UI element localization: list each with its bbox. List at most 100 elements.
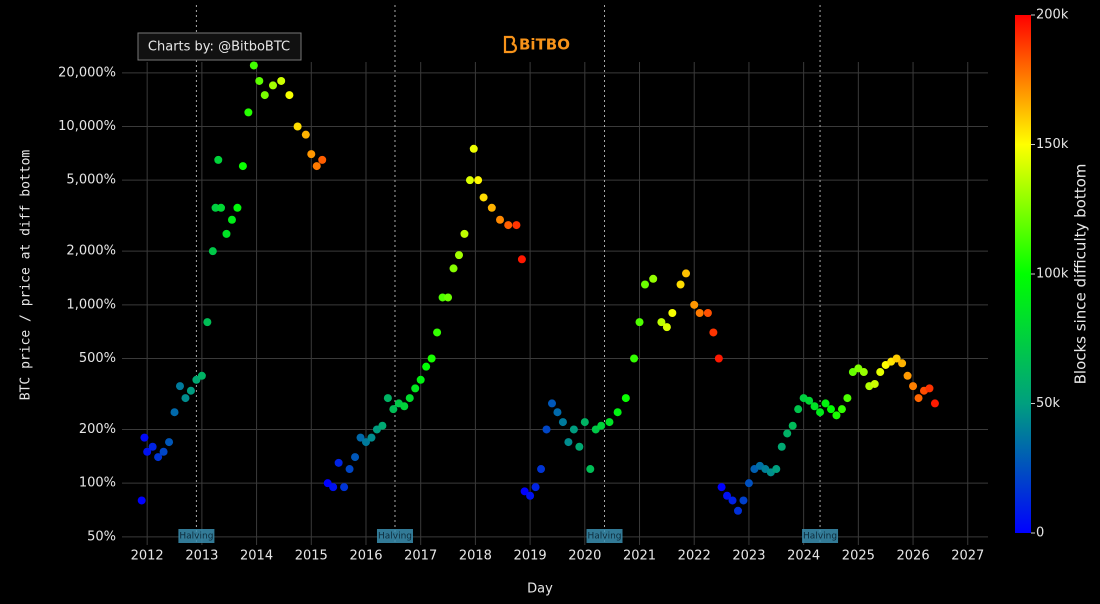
- point: [564, 438, 573, 447]
- point: [422, 362, 431, 371]
- y-tick-label: 20,000%: [58, 65, 116, 80]
- point: [859, 368, 868, 377]
- point: [668, 308, 677, 317]
- x-tick-label: 2026: [897, 549, 930, 564]
- point: [744, 479, 753, 488]
- point: [427, 354, 436, 363]
- point: [709, 328, 718, 337]
- point: [512, 221, 521, 230]
- point: [378, 421, 387, 430]
- y-tick-label: 50%: [87, 529, 116, 544]
- colorbar-tick-label: 200k: [1036, 8, 1069, 23]
- y-tick-label: 500%: [79, 351, 116, 366]
- point: [810, 402, 819, 411]
- point: [876, 368, 885, 377]
- point: [569, 425, 578, 434]
- point: [137, 496, 146, 505]
- y-tick-label: 10,000%: [58, 119, 116, 134]
- point: [832, 411, 841, 420]
- point: [772, 465, 781, 474]
- point: [526, 491, 535, 500]
- point: [487, 203, 496, 212]
- point: [580, 418, 589, 427]
- x-tick-label: 2012: [131, 549, 164, 564]
- point: [676, 280, 685, 289]
- point: [914, 394, 923, 403]
- point: [575, 442, 584, 451]
- point: [805, 396, 814, 405]
- point: [635, 318, 644, 327]
- y-tick-label: 200%: [79, 422, 116, 437]
- x-tick-label: 2025: [842, 549, 875, 564]
- point: [211, 203, 220, 212]
- point: [649, 274, 658, 283]
- y-tick-label: 100%: [79, 476, 116, 491]
- point: [449, 264, 458, 273]
- point: [788, 421, 797, 430]
- point: [416, 375, 425, 384]
- point: [558, 418, 567, 427]
- point: [542, 425, 551, 434]
- colorbar: [1015, 15, 1031, 533]
- point: [383, 394, 392, 403]
- point: [826, 405, 835, 414]
- point: [454, 251, 463, 260]
- point: [695, 308, 704, 317]
- point: [723, 491, 732, 500]
- point: [217, 203, 226, 212]
- point: [400, 402, 409, 411]
- x-tick-label: 2019: [514, 549, 547, 564]
- annotation: Charts by: @BitboBTC: [148, 40, 290, 55]
- y-tick-label: 5,000%: [66, 173, 116, 188]
- point: [389, 405, 398, 414]
- point: [340, 483, 349, 492]
- x-tick-label: 2021: [623, 549, 656, 564]
- x-tick-label: 2016: [349, 549, 382, 564]
- point: [662, 323, 671, 332]
- point: [268, 81, 277, 90]
- point: [794, 405, 803, 414]
- point: [345, 465, 354, 474]
- point: [479, 193, 488, 202]
- point: [214, 155, 223, 164]
- halving-label-box: [376, 529, 413, 543]
- point: [496, 215, 505, 224]
- point: [547, 399, 556, 408]
- point: [657, 318, 666, 327]
- point: [208, 247, 217, 256]
- point: [159, 447, 168, 456]
- y-axis-label: BTC price / price at diff bottom: [19, 150, 34, 401]
- point: [405, 394, 414, 403]
- point: [438, 293, 447, 302]
- point: [148, 442, 157, 451]
- point: [170, 408, 179, 417]
- point: [520, 487, 529, 496]
- point: [238, 162, 247, 171]
- colorbar-tick-label: 100k: [1036, 267, 1069, 282]
- y-tick-label: 2,000%: [66, 244, 116, 259]
- point: [531, 483, 540, 492]
- colorbar-tick-label: 50k: [1036, 396, 1061, 411]
- x-tick-label: 2027: [951, 549, 984, 564]
- point: [277, 76, 286, 85]
- point: [553, 408, 562, 417]
- point: [816, 408, 825, 417]
- point: [504, 221, 513, 230]
- logo: BiTBO: [519, 36, 570, 54]
- halving-label: Halving: [587, 532, 621, 542]
- point: [293, 122, 302, 131]
- x-tick-label: 2018: [459, 549, 492, 564]
- point: [260, 91, 269, 100]
- point: [630, 354, 639, 363]
- point: [140, 433, 149, 442]
- x-tick-label: 2014: [240, 549, 273, 564]
- point: [837, 405, 846, 414]
- point: [690, 300, 699, 309]
- point: [227, 215, 236, 224]
- point: [733, 506, 742, 515]
- points: [137, 61, 939, 515]
- point: [892, 354, 901, 363]
- point: [465, 176, 474, 185]
- halving-label-box: [586, 529, 623, 543]
- point: [925, 384, 934, 393]
